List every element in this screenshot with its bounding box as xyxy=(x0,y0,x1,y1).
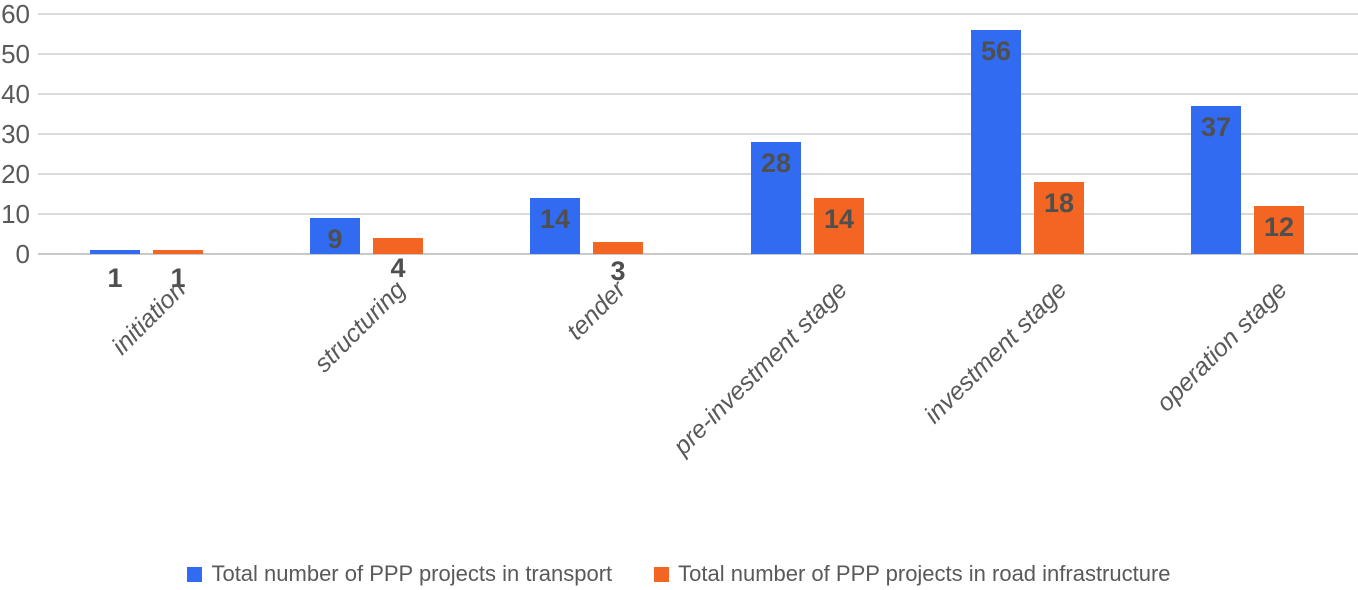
gridline xyxy=(38,213,1358,215)
bar-transport-1 xyxy=(90,250,140,254)
legend-item-road: Total number of PPP projects in road inf… xyxy=(654,561,1171,587)
bar-transport-3 xyxy=(530,198,580,254)
y-axis-tick-label: 10 xyxy=(1,199,30,229)
x-axis-category-text: investment stage xyxy=(918,275,1073,430)
gridline xyxy=(38,133,1358,135)
gridline xyxy=(38,13,1358,15)
data-label: 18 xyxy=(1043,188,1075,218)
legend-swatch-icon xyxy=(654,566,670,582)
y-axis-tick-label: 20 xyxy=(1,159,30,189)
gridline xyxy=(38,173,1358,175)
gridline xyxy=(38,53,1358,55)
bar-transport-4 xyxy=(751,142,801,254)
x-axis-category-text: operation stage xyxy=(1150,275,1293,418)
x-axis-category-text: structuring xyxy=(309,275,412,378)
data-label: 1 xyxy=(170,263,186,293)
bar-road-2 xyxy=(373,238,423,254)
data-label: 37 xyxy=(1200,112,1232,142)
bar-road-4 xyxy=(814,198,864,254)
data-label: 28 xyxy=(760,148,792,178)
x-axis-category-text: tender xyxy=(561,275,632,346)
data-label: 4 xyxy=(390,253,406,283)
data-label: 14 xyxy=(823,204,855,234)
bar-transport-6 xyxy=(1191,106,1241,254)
bar-road-3 xyxy=(593,242,643,254)
legend-swatch-icon xyxy=(187,566,203,582)
x-axis-line xyxy=(38,253,1358,255)
legend-label: Total number of PPP projects in transpor… xyxy=(211,561,613,586)
data-label: 56 xyxy=(980,36,1012,66)
data-label: 3 xyxy=(610,256,626,286)
bar-road-6 xyxy=(1254,206,1304,254)
bar-road-1 xyxy=(153,250,203,254)
data-label: 12 xyxy=(1263,212,1295,242)
gridline xyxy=(38,93,1358,95)
y-axis-tick-label: 50 xyxy=(1,39,30,69)
data-label: 14 xyxy=(539,204,571,234)
bar-transport-5 xyxy=(971,30,1021,254)
y-axis-tick-label: 0 xyxy=(15,239,30,269)
bar-road-5 xyxy=(1034,182,1084,254)
plot-area: 0 10 20 30 40 50 60 1 1 initiation 9 4 structuring 14… xyxy=(1,0,1358,461)
legend-label: Total number of PPP projects in road inf… xyxy=(678,561,1171,586)
legend: Total number of PPP projects in transpor… xyxy=(0,561,1358,587)
legend-item-transport: Total number of PPP projects in transpor… xyxy=(187,561,612,587)
x-axis-category-text: pre-investment stage xyxy=(667,275,853,461)
y-axis-tick-label: 40 xyxy=(1,79,30,109)
y-axis-tick-label: 60 xyxy=(1,0,30,29)
y-axis-tick-label: 30 xyxy=(1,119,30,149)
data-label: 9 xyxy=(327,224,343,254)
data-label: 1 xyxy=(107,263,123,293)
bar-transport-2 xyxy=(310,218,360,254)
